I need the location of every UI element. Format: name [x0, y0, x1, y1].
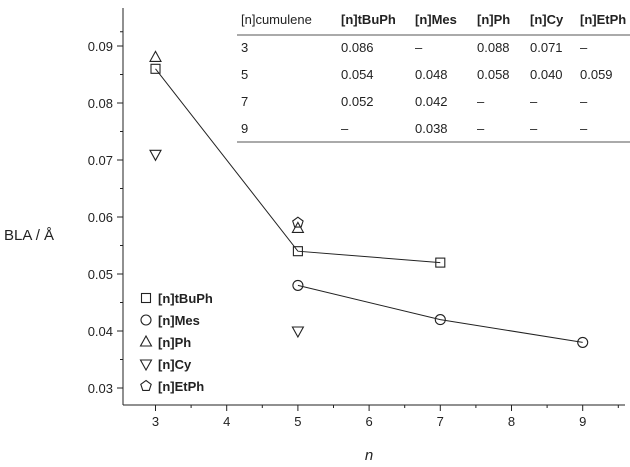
table-cell: 5 — [241, 67, 248, 82]
table-cell: – — [477, 121, 485, 136]
table-cell: – — [580, 121, 588, 136]
table-cell: 0.042 — [415, 94, 448, 109]
data-point — [291, 326, 305, 339]
x-tick-label: 4 — [223, 414, 230, 429]
table-column-header: [n]Cy — [530, 12, 564, 27]
table-cell: 0.058 — [477, 67, 510, 82]
table-column-header: [n]tBuPh — [341, 12, 396, 27]
table-cell: – — [415, 40, 423, 55]
table-column-header: [n]EtPh — [580, 12, 626, 27]
data-point — [149, 149, 162, 162]
series-line — [155, 68, 441, 264]
legend-marker — [139, 359, 153, 372]
data-point — [149, 50, 162, 62]
data-point — [577, 336, 589, 348]
legend-marker — [140, 314, 152, 326]
table-cell: – — [477, 94, 485, 109]
legend-marker — [140, 379, 152, 391]
table-cell: 0.071 — [530, 40, 563, 55]
legend-label: [n]Cy — [158, 357, 192, 372]
data-table: [n]cumulene [n]tBuPh [n]Mes [n]Ph [n]Cy [n]Et… — [237, 12, 630, 143]
legend-label: [n]Mes — [158, 313, 200, 328]
data-point — [434, 314, 446, 326]
table-column-header: [n]Ph — [477, 12, 510, 27]
y-tick-label: 0.06 — [88, 210, 113, 225]
x-axis-title: n — [365, 447, 373, 464]
table-cell: 0.048 — [415, 67, 448, 82]
legend-label: [n]tBuPh — [158, 291, 213, 306]
table-cell: 7 — [241, 94, 248, 109]
legend-label: [n]Ph — [158, 335, 191, 350]
table-cell: 3 — [241, 40, 248, 55]
legend-label: [n]EtPh — [158, 379, 204, 394]
y-tick-label: 0.09 — [88, 39, 113, 54]
table-cell: 0.052 — [341, 94, 374, 109]
table-cell: – — [580, 94, 588, 109]
x-tick-label: 8 — [508, 414, 515, 429]
table-cell: – — [341, 121, 349, 136]
axes: 3 4 5 6 7 8 9 0.03 0.04 0.05 0.06 0.07 0.08 0.09 n BLA … — [4, 8, 625, 464]
table-cell: 0.086 — [341, 40, 374, 55]
table-cell: – — [530, 121, 538, 136]
table-cell: – — [530, 94, 538, 109]
table-cell: 0.059 — [580, 67, 613, 82]
series-lines — [155, 68, 583, 343]
x-tick-label: 9 — [579, 414, 586, 429]
data-point — [292, 246, 303, 257]
data-point — [435, 257, 446, 268]
x-tick-label: 5 — [294, 414, 301, 429]
table-cell: 0.040 — [530, 67, 563, 82]
table-cell: 0.038 — [415, 121, 448, 136]
data-point — [292, 216, 304, 228]
data-point — [292, 279, 304, 291]
table-column-header: [n]Mes — [415, 12, 457, 27]
table-cell: 0.088 — [477, 40, 510, 55]
legend-marker — [140, 292, 152, 304]
x-tick-label: 7 — [437, 414, 444, 429]
legend: [n]tBuPh [n]Mes [n]Ph [n]Cy [n]EtPh — [139, 291, 213, 394]
table-cell: 0.054 — [341, 67, 374, 82]
y-tick-label: 0.04 — [88, 324, 113, 339]
y-tick-label: 0.03 — [88, 381, 113, 396]
legend-marker — [139, 334, 153, 347]
data-markers — [149, 50, 589, 348]
y-tick-label: 0.07 — [88, 153, 113, 168]
table-cell: 9 — [241, 121, 248, 136]
y-tick-label: 0.05 — [88, 267, 113, 282]
y-tick-label: 0.08 — [88, 96, 113, 111]
table-column-header: [n]cumulene — [241, 12, 312, 27]
x-tick-label: 6 — [365, 414, 372, 429]
data-point — [150, 63, 161, 74]
table-cell: – — [580, 40, 588, 55]
y-axis-title: BLA / Å — [4, 227, 54, 244]
x-tick-label: 3 — [152, 414, 159, 429]
series-line — [297, 284, 583, 343]
